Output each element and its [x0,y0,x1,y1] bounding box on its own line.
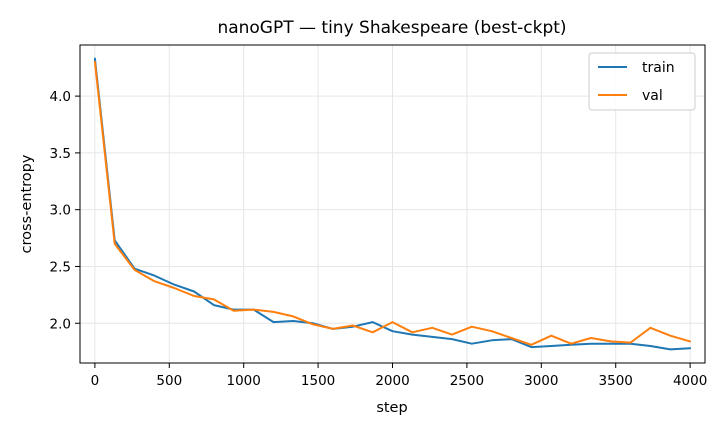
y-tick-label: 4.0 [50,89,71,105]
series-line-train [93,57,692,351]
x-tick-label: 1500 [301,373,335,389]
legend-label-train: train [642,60,675,76]
y-tick-label: 3.0 [50,203,71,219]
x-tick-label: 2500 [450,373,484,389]
legend-label-val: val [642,88,663,104]
y-axis-ticks: 2.0 2.5 3.0 3.5 4.0 [50,89,80,332]
legend: train val [588,52,696,111]
x-tick-label: 2000 [375,373,409,389]
x-tick-label: 3000 [524,373,558,389]
x-axis-ticks: 0 500 1000 1500 2000 2500 3000 3500 4000 [91,363,707,389]
y-axis-label: cross-entropy [19,154,35,253]
y-tick-label: 2.5 [50,259,71,275]
chart-title: nanoGPT — tiny Shakespeare (best-ckpt) [217,18,566,38]
x-tick-label: 0 [91,373,100,389]
y-tick-label: 3.5 [50,146,71,162]
x-tick-label: 500 [156,373,182,389]
x-axis-label: step [376,400,407,416]
series-line-val [93,61,692,346]
x-tick-label: 3500 [599,373,633,389]
y-tick-label: 2.0 [50,316,71,332]
series-layer [93,57,692,351]
x-tick-label: 1000 [227,373,261,389]
x-tick-label: 4000 [673,373,707,389]
